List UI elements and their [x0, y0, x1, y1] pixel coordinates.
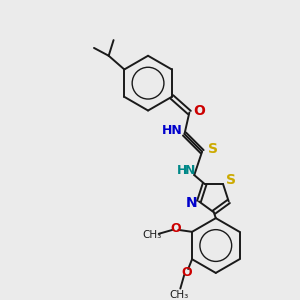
Text: N: N [185, 164, 196, 177]
Text: CH₃: CH₃ [142, 230, 162, 240]
Text: O: O [181, 266, 191, 279]
Text: O: O [193, 103, 205, 118]
Text: HN: HN [162, 124, 183, 136]
Text: S: S [226, 173, 236, 187]
Text: N: N [185, 196, 197, 210]
Text: S: S [208, 142, 218, 156]
Text: CH₃: CH₃ [170, 290, 189, 300]
Text: O: O [170, 222, 181, 236]
Text: H: H [177, 164, 188, 177]
